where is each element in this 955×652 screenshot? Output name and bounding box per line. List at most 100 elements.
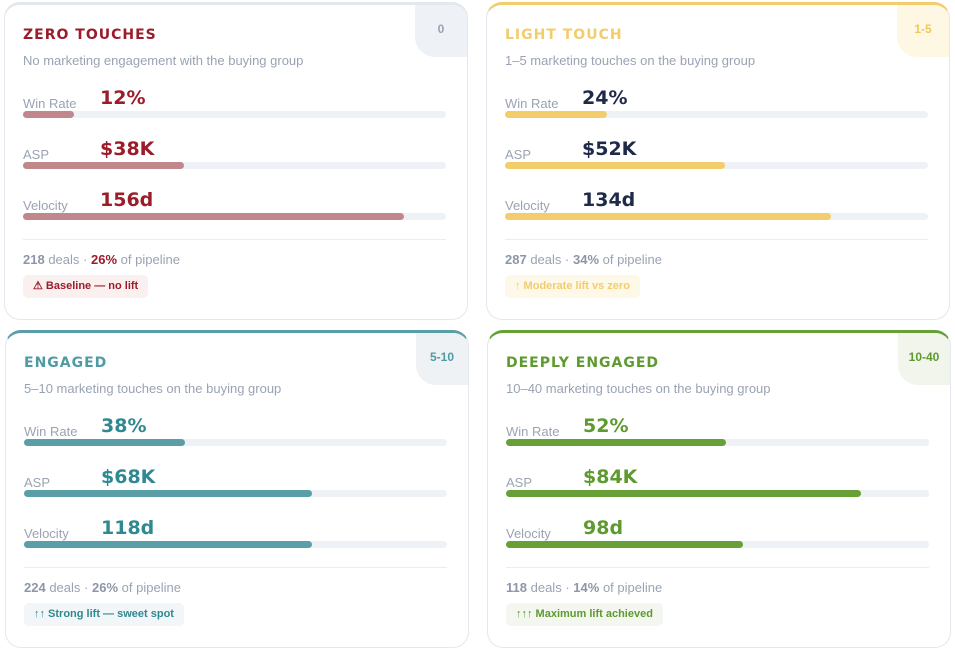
metric-bar-track [506, 439, 929, 446]
deal-summary: 287 deals · 34% of pipeline [505, 252, 662, 267]
metric-value: 24% [582, 87, 628, 109]
metric-win-rate: Win Rate 52% [506, 415, 929, 448]
metric-velocity: Velocity 156d [23, 189, 446, 222]
tier-title: LIGHT TOUCH [505, 27, 623, 43]
metric-bar-fill [23, 111, 74, 118]
metric-label: Win Rate [506, 424, 560, 439]
metric-value: $84K [583, 466, 638, 488]
metric-velocity: Velocity 98d [506, 517, 929, 550]
separator: · [565, 252, 570, 267]
metric-label: Velocity [24, 526, 69, 541]
metric-asp: ASP $38K [23, 138, 446, 171]
separator: · [565, 580, 570, 595]
metric-value: $68K [101, 466, 156, 488]
touch-range-badge: 5-10 [416, 333, 468, 385]
metric-label: ASP [23, 147, 50, 162]
lift-badge: ↑ Moderate lift vs zero [505, 275, 640, 298]
touch-range-badge: 10-40 [898, 333, 950, 385]
divider [505, 239, 928, 240]
metric-bar-track [505, 162, 928, 169]
metric-label: ASP [505, 147, 532, 162]
metric-bar-fill [24, 541, 312, 548]
separator: · [84, 580, 89, 595]
metric-bar-track [505, 111, 928, 118]
metric-bar-fill [506, 490, 862, 497]
deals-label: deals [530, 580, 562, 595]
pipeline-share: 26% [91, 252, 118, 267]
metric-bar-fill [506, 439, 726, 446]
metric-asp: ASP $52K [505, 138, 928, 171]
deal-summary: 224 deals · 26% of pipeline [24, 580, 181, 595]
deals-label: deals [48, 252, 80, 267]
deals-label: deals [530, 252, 562, 267]
divider [24, 567, 447, 568]
pipeline-share: 14% [573, 580, 600, 595]
divider [23, 239, 446, 240]
metric-win-rate: Win Rate 38% [24, 415, 447, 448]
metric-label: Velocity [23, 198, 68, 213]
deal-count: 287 [505, 252, 527, 267]
pipeline-label: of pipeline [602, 580, 663, 595]
tier-title: ENGAGED [24, 355, 108, 371]
metric-bar-track [505, 213, 928, 220]
pipeline-share: 34% [573, 252, 600, 267]
deal-count: 218 [23, 252, 45, 267]
metric-bar-fill [505, 162, 725, 169]
pipeline-label: of pipeline [120, 252, 180, 267]
metric-value: 98d [583, 517, 624, 539]
metric-velocity: Velocity 118d [24, 517, 447, 550]
metric-bar-track [24, 541, 447, 548]
tier-title: ZERO TOUCHES [23, 27, 157, 43]
metric-value: 12% [100, 87, 146, 109]
metric-value: $38K [100, 138, 155, 160]
deal-count: 118 [506, 580, 527, 595]
lift-badge: ↑↑ Strong lift — sweet spot [24, 603, 184, 626]
metric-bar-fill [24, 490, 312, 497]
metric-label: Win Rate [23, 96, 77, 111]
metric-win-rate: Win Rate 12% [23, 87, 446, 120]
separator: · [83, 252, 88, 267]
tier-description: No marketing engagement with the buying … [23, 53, 304, 68]
metric-bar-track [23, 213, 446, 220]
tier-description: 10–40 marketing touches on the buying gr… [506, 381, 771, 396]
tier-card-engaged: 5-10 ENGAGED 5–10 marketing touches on t… [5, 330, 469, 648]
metric-bar-track [24, 490, 447, 497]
divider [506, 567, 929, 568]
metric-bar-track [506, 490, 929, 497]
tier-description: 5–10 marketing touches on the buying gro… [24, 381, 282, 396]
metric-bar-fill [23, 162, 184, 169]
metric-win-rate: Win Rate 24% [505, 87, 928, 120]
tier-card-light-touch: 1-5 LIGHT TOUCH 1–5 marketing touches on… [486, 2, 950, 320]
deal-summary: 118 deals · 14% of pipeline [506, 580, 662, 595]
metric-bar-fill [505, 111, 607, 118]
metric-velocity: Velocity 134d [505, 189, 928, 222]
deal-count: 224 [24, 580, 46, 595]
metric-value: $52K [582, 138, 637, 160]
metric-bar-track [24, 439, 447, 446]
metric-value: 134d [582, 189, 636, 211]
metric-bar-track [23, 111, 446, 118]
metric-bar-fill [505, 213, 831, 220]
metric-bar-track [506, 541, 929, 548]
pipeline-share: 26% [92, 580, 119, 595]
metric-label: Win Rate [505, 96, 559, 111]
touch-range-badge: 1-5 [897, 5, 949, 57]
metric-bar-track [23, 162, 446, 169]
tier-card-zero-touches: 0 ZERO TOUCHES No marketing engagement w… [4, 2, 468, 320]
deal-summary: 218 deals · 26% of pipeline [23, 252, 180, 267]
metric-value: 118d [101, 517, 155, 539]
metric-value: 156d [100, 189, 154, 211]
tier-card-deeply-engaged: 10-40 DEEPLY ENGAGED 10–40 marketing tou… [487, 330, 951, 648]
pipeline-label: of pipeline [602, 252, 662, 267]
deals-label: deals [49, 580, 81, 595]
metric-label: Win Rate [24, 424, 78, 439]
metric-label: Velocity [506, 526, 551, 541]
metric-label: ASP [24, 475, 51, 490]
metric-value: 38% [101, 415, 147, 437]
metric-asp: ASP $68K [24, 466, 447, 499]
touch-range-badge: 0 [415, 5, 467, 57]
metric-asp: ASP $84K [506, 466, 929, 499]
metric-label: ASP [506, 475, 533, 490]
metric-label: Velocity [505, 198, 550, 213]
tier-description: 1–5 marketing touches on the buying grou… [505, 53, 756, 68]
